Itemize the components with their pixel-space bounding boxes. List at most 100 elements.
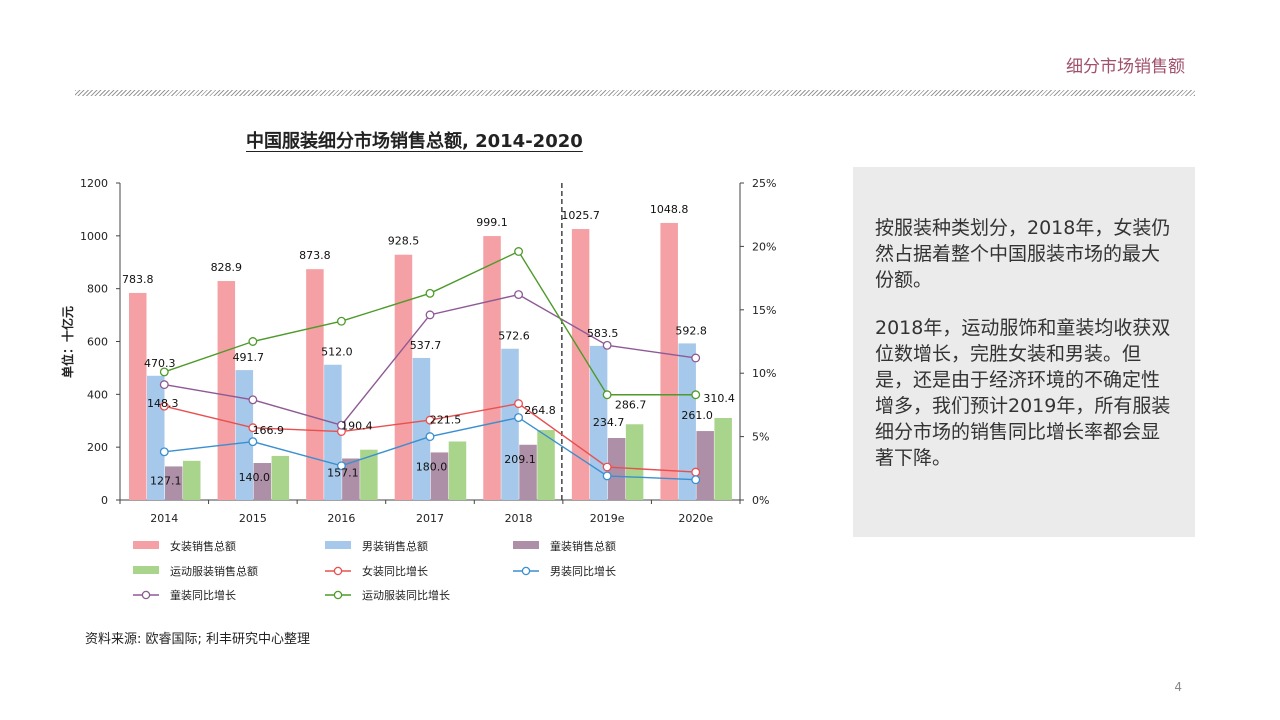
legend-label: 童装同比增长 xyxy=(170,588,236,602)
y-tick-label: 200 xyxy=(87,441,108,454)
y-tick-label: 800 xyxy=(87,283,108,296)
y-tick-label: 1000 xyxy=(80,230,108,243)
line-point-6-2014 xyxy=(159,380,169,390)
bar-value-label: 999.1 xyxy=(476,216,508,229)
chart-title: 中国服装细分市场销售总额, 2014-2020 xyxy=(246,131,583,152)
bar-0-2017 xyxy=(394,254,413,500)
bar-0-2014 xyxy=(129,292,147,500)
x-tick-label: 2018 xyxy=(505,512,533,525)
bar-value-label: 286.7 xyxy=(615,398,647,411)
bar-value-label: 209.1 xyxy=(504,453,536,466)
line-point-6-2020e xyxy=(691,353,701,363)
summary-paragraph-1: 按服装种类划分，2018年，女装仍然占据着整个中国服装市场的最大份额。 xyxy=(875,217,1171,291)
bar-2-2018 xyxy=(519,444,537,500)
x-tick-label: 2016 xyxy=(327,512,355,525)
x-tick-label: 2020e xyxy=(678,512,713,525)
line-point-4-2019e xyxy=(602,462,612,472)
y-axis-title: 单位：十亿元 xyxy=(60,306,75,378)
x-tick-label: 2015 xyxy=(239,512,267,525)
line-point-5-2017 xyxy=(425,432,435,442)
legend-label: 男装同比增长 xyxy=(550,564,616,578)
y2-tick-label: 15% xyxy=(752,304,776,317)
legend-label: 运动服装同比增长 xyxy=(362,588,450,602)
bar-value-label: 261.0 xyxy=(681,409,713,422)
bar-value-label: 180.0 xyxy=(416,460,448,473)
bar-value-label: 166.9 xyxy=(253,424,285,437)
bar-0-2020e xyxy=(660,222,678,500)
legend-marker-5 xyxy=(521,566,531,576)
line-point-6-2019e xyxy=(602,340,612,350)
line-point-5-2016 xyxy=(336,461,346,471)
line-point-5-2015 xyxy=(248,437,258,447)
legend-label: 男装销售总额 xyxy=(362,539,428,553)
bar-3-2017 xyxy=(448,441,467,500)
bar-2-2019e xyxy=(607,438,626,500)
line-point-4-2014 xyxy=(159,401,169,411)
y2-tick-label: 0% xyxy=(752,494,769,507)
bar-value-label: 592.8 xyxy=(675,324,707,337)
y-tick-label: 1200 xyxy=(80,177,108,190)
bar-3-2015 xyxy=(271,455,290,500)
bar-value-label: 190.4 xyxy=(341,420,373,433)
legend-swatch-2 xyxy=(513,541,539,549)
line-point-5-2020e xyxy=(691,475,701,485)
source-note: 资料来源: 欧睿国际; 利丰研究中心整理 xyxy=(85,632,311,647)
line-point-7-2017 xyxy=(425,288,435,298)
line-point-7-2019e xyxy=(602,390,612,400)
line-point-7-2018 xyxy=(514,247,524,256)
y2-tick-label: 20% xyxy=(752,240,776,253)
bar-value-label: 1025.7 xyxy=(561,209,600,222)
header-divider xyxy=(75,90,1195,96)
bar-0-2018 xyxy=(483,236,501,500)
line-point-5-2018 xyxy=(514,413,524,423)
bar-0-2015 xyxy=(217,281,236,500)
legend-label: 女装同比增长 xyxy=(362,564,428,578)
bar-value-label: 157.1 xyxy=(327,466,359,479)
bar-value-label: 783.8 xyxy=(122,273,154,286)
line-point-6-2016 xyxy=(336,420,346,430)
bar-1-2018 xyxy=(501,348,519,500)
bar-value-label: 310.4 xyxy=(703,392,735,405)
summary-paragraph-2: 2018年，运动服饰和童装均收获双位数增长，完胜女装和男装。但是，还是由于经济环… xyxy=(875,317,1171,469)
legend-marker-4 xyxy=(333,566,343,576)
legend-swatch-3 xyxy=(133,566,159,574)
bar-2-2015 xyxy=(253,463,272,500)
bar-value-label: 234.7 xyxy=(593,416,625,429)
bar-1-2015 xyxy=(235,370,254,500)
bar-value-label: 221.5 xyxy=(430,413,462,426)
line-point-7-2016 xyxy=(336,316,346,326)
chart: 0 200 400 600 800 1000 1200 0% 5% 10% 15% 20% 25% 201… xyxy=(60,177,776,602)
legend-marker-7 xyxy=(333,590,343,600)
bar-value-label: 928.5 xyxy=(388,235,420,248)
line-point-4-2015 xyxy=(248,423,258,433)
line-point-5-2019e xyxy=(602,471,612,481)
legend-label: 运动服装销售总额 xyxy=(170,564,258,578)
line-point-4-2018 xyxy=(514,399,524,409)
bar-3-2019e xyxy=(625,424,644,500)
bar-2-2020e xyxy=(696,431,714,500)
bar-2-2016 xyxy=(342,458,360,500)
line-point-6-2015 xyxy=(248,395,258,405)
x-tick-label: 2019e xyxy=(590,512,625,525)
x-tick-label: 2014 xyxy=(150,512,178,525)
bar-0-2016 xyxy=(306,269,324,500)
y-tick-label: 600 xyxy=(87,336,108,349)
legend-swatch-0 xyxy=(133,541,159,549)
y-tick-label: 0 xyxy=(101,494,108,507)
bar-value-label: 1048.8 xyxy=(650,203,689,216)
bar-1-2020e xyxy=(678,343,696,500)
line-point-7-2014 xyxy=(159,367,169,377)
bar-value-label: 873.8 xyxy=(299,249,331,262)
bar-value-label: 264.8 xyxy=(524,404,556,417)
bar-value-label: 127.1 xyxy=(150,474,182,487)
line-point-4-2020e xyxy=(691,467,701,477)
bar-value-label: 140.0 xyxy=(239,471,271,484)
legend-label: 童装销售总额 xyxy=(550,539,616,553)
bar-value-label: 491.7 xyxy=(233,351,265,364)
bar-value-label: 512.0 xyxy=(321,346,353,359)
bar-value-label: 572.6 xyxy=(498,330,530,343)
section-title: 细分市场销售额 xyxy=(1066,57,1185,77)
bar-value-label: 470.3 xyxy=(144,357,176,370)
summary-panel: 按服装种类划分，2018年，女装仍然占据着整个中国服装市场的最大份额。 2018… xyxy=(853,167,1195,537)
line-point-6-2018 xyxy=(514,290,524,300)
